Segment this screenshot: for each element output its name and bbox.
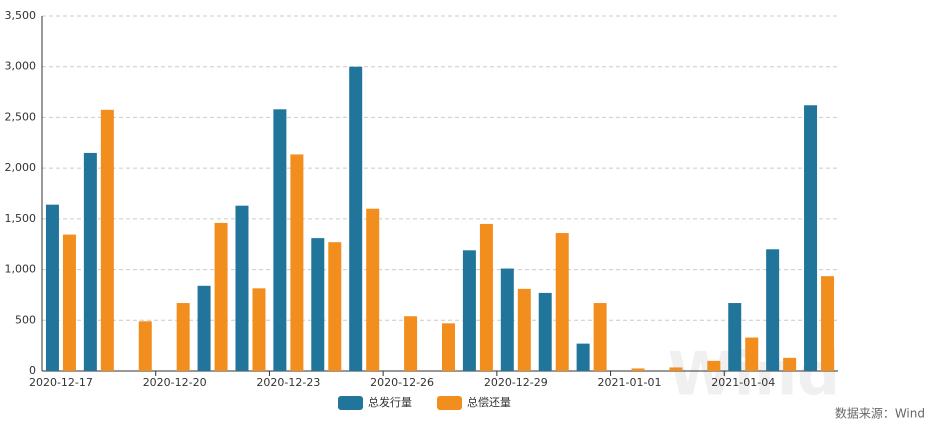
- bar: [235, 205, 249, 371]
- bar: [462, 250, 476, 371]
- bar: [442, 323, 455, 371]
- bar: [728, 303, 742, 371]
- source-note: 数据来源：Wind: [835, 406, 925, 421]
- y-tick-label: 3,500: [5, 9, 37, 22]
- bar: [62, 234, 76, 371]
- x-tick-label: 2020-12-26: [370, 376, 434, 389]
- y-tick-label: 2,500: [5, 110, 37, 123]
- bar: [273, 109, 287, 372]
- bar: [366, 208, 380, 371]
- bar: [83, 152, 97, 371]
- bar: [783, 357, 797, 371]
- bar: [100, 109, 114, 372]
- legend-swatch: [437, 396, 462, 410]
- y-tick-label: 3,000: [5, 60, 37, 73]
- x-tick-label: 2020-12-23: [256, 376, 320, 389]
- bar: [517, 288, 531, 371]
- legend-label: 总发行量: [368, 395, 412, 409]
- bar: [290, 154, 304, 371]
- bar: [821, 276, 835, 371]
- bar: [631, 368, 645, 371]
- legend-label: 总偿还量: [467, 395, 511, 409]
- bar: [311, 238, 325, 371]
- y-tick-label: 1,500: [5, 212, 37, 225]
- bar: [745, 337, 759, 371]
- y-tick-label: 500: [15, 313, 36, 326]
- bar: [804, 105, 818, 371]
- bar: [576, 343, 590, 371]
- legend-swatch: [338, 396, 363, 410]
- bar: [669, 367, 683, 371]
- bar: [404, 316, 418, 371]
- y-tick-label: 0: [29, 364, 36, 377]
- bar: [328, 242, 342, 371]
- bar: [197, 285, 211, 371]
- bar: [766, 249, 780, 371]
- y-tick-label: 1,000: [5, 263, 37, 276]
- x-tick-label: 2020-12-29: [484, 376, 548, 389]
- x-tick-label: 2020-12-17: [29, 376, 93, 389]
- x-tick-label: 2021-01-01: [598, 376, 662, 389]
- bar: [538, 292, 552, 371]
- x-tick-label: 2020-12-20: [143, 376, 207, 389]
- bar: [45, 204, 59, 371]
- bar: [214, 222, 228, 371]
- bar: [707, 360, 721, 371]
- bar: [500, 268, 514, 371]
- bar: [555, 233, 569, 371]
- x-tick-label: 2021-01-04: [711, 376, 775, 389]
- y-tick-label: 2,000: [5, 161, 37, 174]
- bar: [593, 303, 607, 371]
- bar: [252, 288, 266, 371]
- bar: [138, 321, 152, 371]
- bar: [349, 66, 363, 371]
- bar: [176, 303, 190, 371]
- bar: [479, 223, 493, 371]
